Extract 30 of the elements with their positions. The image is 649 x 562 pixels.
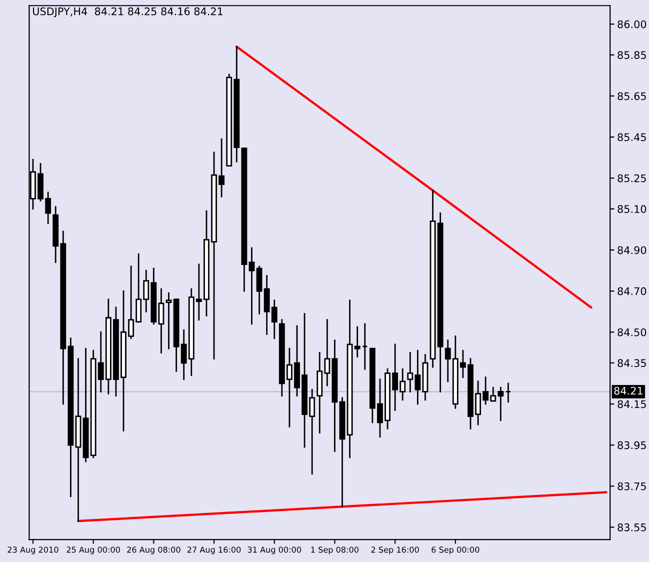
y-tick-label: 83.75 [618, 482, 646, 490]
x-tick-label: 6 Sep 00:00 [432, 546, 480, 554]
y-tick-label: 83.55 [618, 523, 646, 532]
y-tick-label: 84.90 [618, 246, 646, 254]
x-tick-label: 31 Aug 00:00 [248, 546, 301, 554]
y-tick-label: 84.50 [618, 328, 646, 336]
y-tick-label: 83.95 [618, 441, 646, 450]
x-tick-label: 27 Aug 16:00 [187, 546, 241, 554]
x-tick-label: 1 Sep 08:00 [311, 546, 359, 554]
candlestick [158, 288, 164, 354]
candlestick [505, 382, 512, 403]
chart-title: USDJPY,H4 84.21 84.25 84.16 84.21 [33, 7, 222, 18]
candlestick [248, 247, 255, 325]
x-tick-label: 2 Sep 16:00 [371, 546, 419, 554]
y-tick-label: 84.15 [618, 400, 646, 408]
y-tick-label: 85.45 [618, 133, 646, 142]
y-tick-label: 85.65 [618, 92, 646, 100]
candlestick [166, 292, 172, 350]
y-tick-label: 84.35 [618, 359, 646, 368]
y-tick-label: 86.00 [618, 20, 646, 28]
candlestick [362, 323, 368, 370]
x-tick-label: 25 Aug 00:00 [66, 546, 120, 554]
y-tick-label: 85.10 [618, 205, 646, 214]
x-tick-label: 23 Aug 2010 [8, 546, 58, 554]
x-tick-label: 26 Aug 08:00 [127, 546, 180, 554]
y-tick-label: 85.25 [618, 174, 646, 182]
candlestick [256, 266, 262, 314]
y-tick-label: 85.85 [618, 51, 646, 60]
y-tick-label: 84.70 [618, 287, 646, 296]
ref-line-label: 84.21 [614, 386, 642, 395]
